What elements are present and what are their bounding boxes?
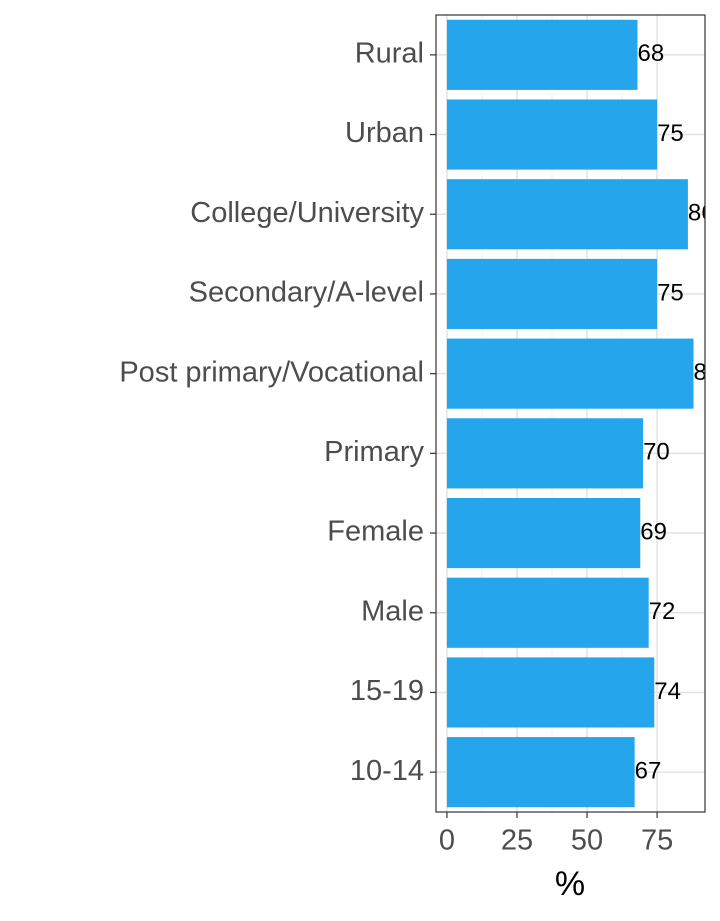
bar <box>446 99 658 170</box>
bar <box>446 338 694 409</box>
bar <box>446 657 655 728</box>
y-tick-label: Primary <box>324 436 424 468</box>
plot-area: 68 75 86 75 88 70 69 72 74 67 <box>446 19 720 808</box>
y-tick-label: Post primary/Vocational <box>119 356 424 388</box>
value-label: 74 <box>654 678 681 705</box>
value-label: 75 <box>657 120 684 147</box>
x-tick-label: 0 <box>439 825 455 857</box>
bar <box>446 497 641 569</box>
panel-border <box>435 14 706 813</box>
y-tick-label: Male <box>361 595 424 627</box>
bar <box>446 737 635 808</box>
value-label: 75 <box>657 279 684 306</box>
bar <box>446 19 638 90</box>
y-tick-label: 10-14 <box>350 755 424 787</box>
value-label: 86 <box>688 200 715 227</box>
y-tick-label: Female <box>327 516 424 548</box>
value-label: 88 <box>694 359 720 386</box>
value-label: 69 <box>640 518 667 545</box>
bar <box>446 258 658 330</box>
y-tick-label: 15-19 <box>350 675 424 707</box>
value-label: 68 <box>637 40 664 67</box>
bar <box>446 418 644 489</box>
value-label: 67 <box>635 757 662 784</box>
bar <box>446 179 688 250</box>
bar <box>446 577 649 648</box>
y-tick-label: Urban <box>345 117 424 149</box>
x-tick-label: 50 <box>571 825 603 857</box>
y-tick-label: Rural <box>355 38 424 70</box>
y-tick-label: Secondary/A-level <box>189 277 424 309</box>
x-axis-title: % <box>555 865 585 903</box>
value-label: 70 <box>643 439 670 466</box>
y-tick-label: College/University <box>190 197 424 229</box>
x-tick-label: 25 <box>501 825 533 857</box>
x-tick-label: 75 <box>641 825 673 857</box>
value-label: 72 <box>649 598 676 625</box>
